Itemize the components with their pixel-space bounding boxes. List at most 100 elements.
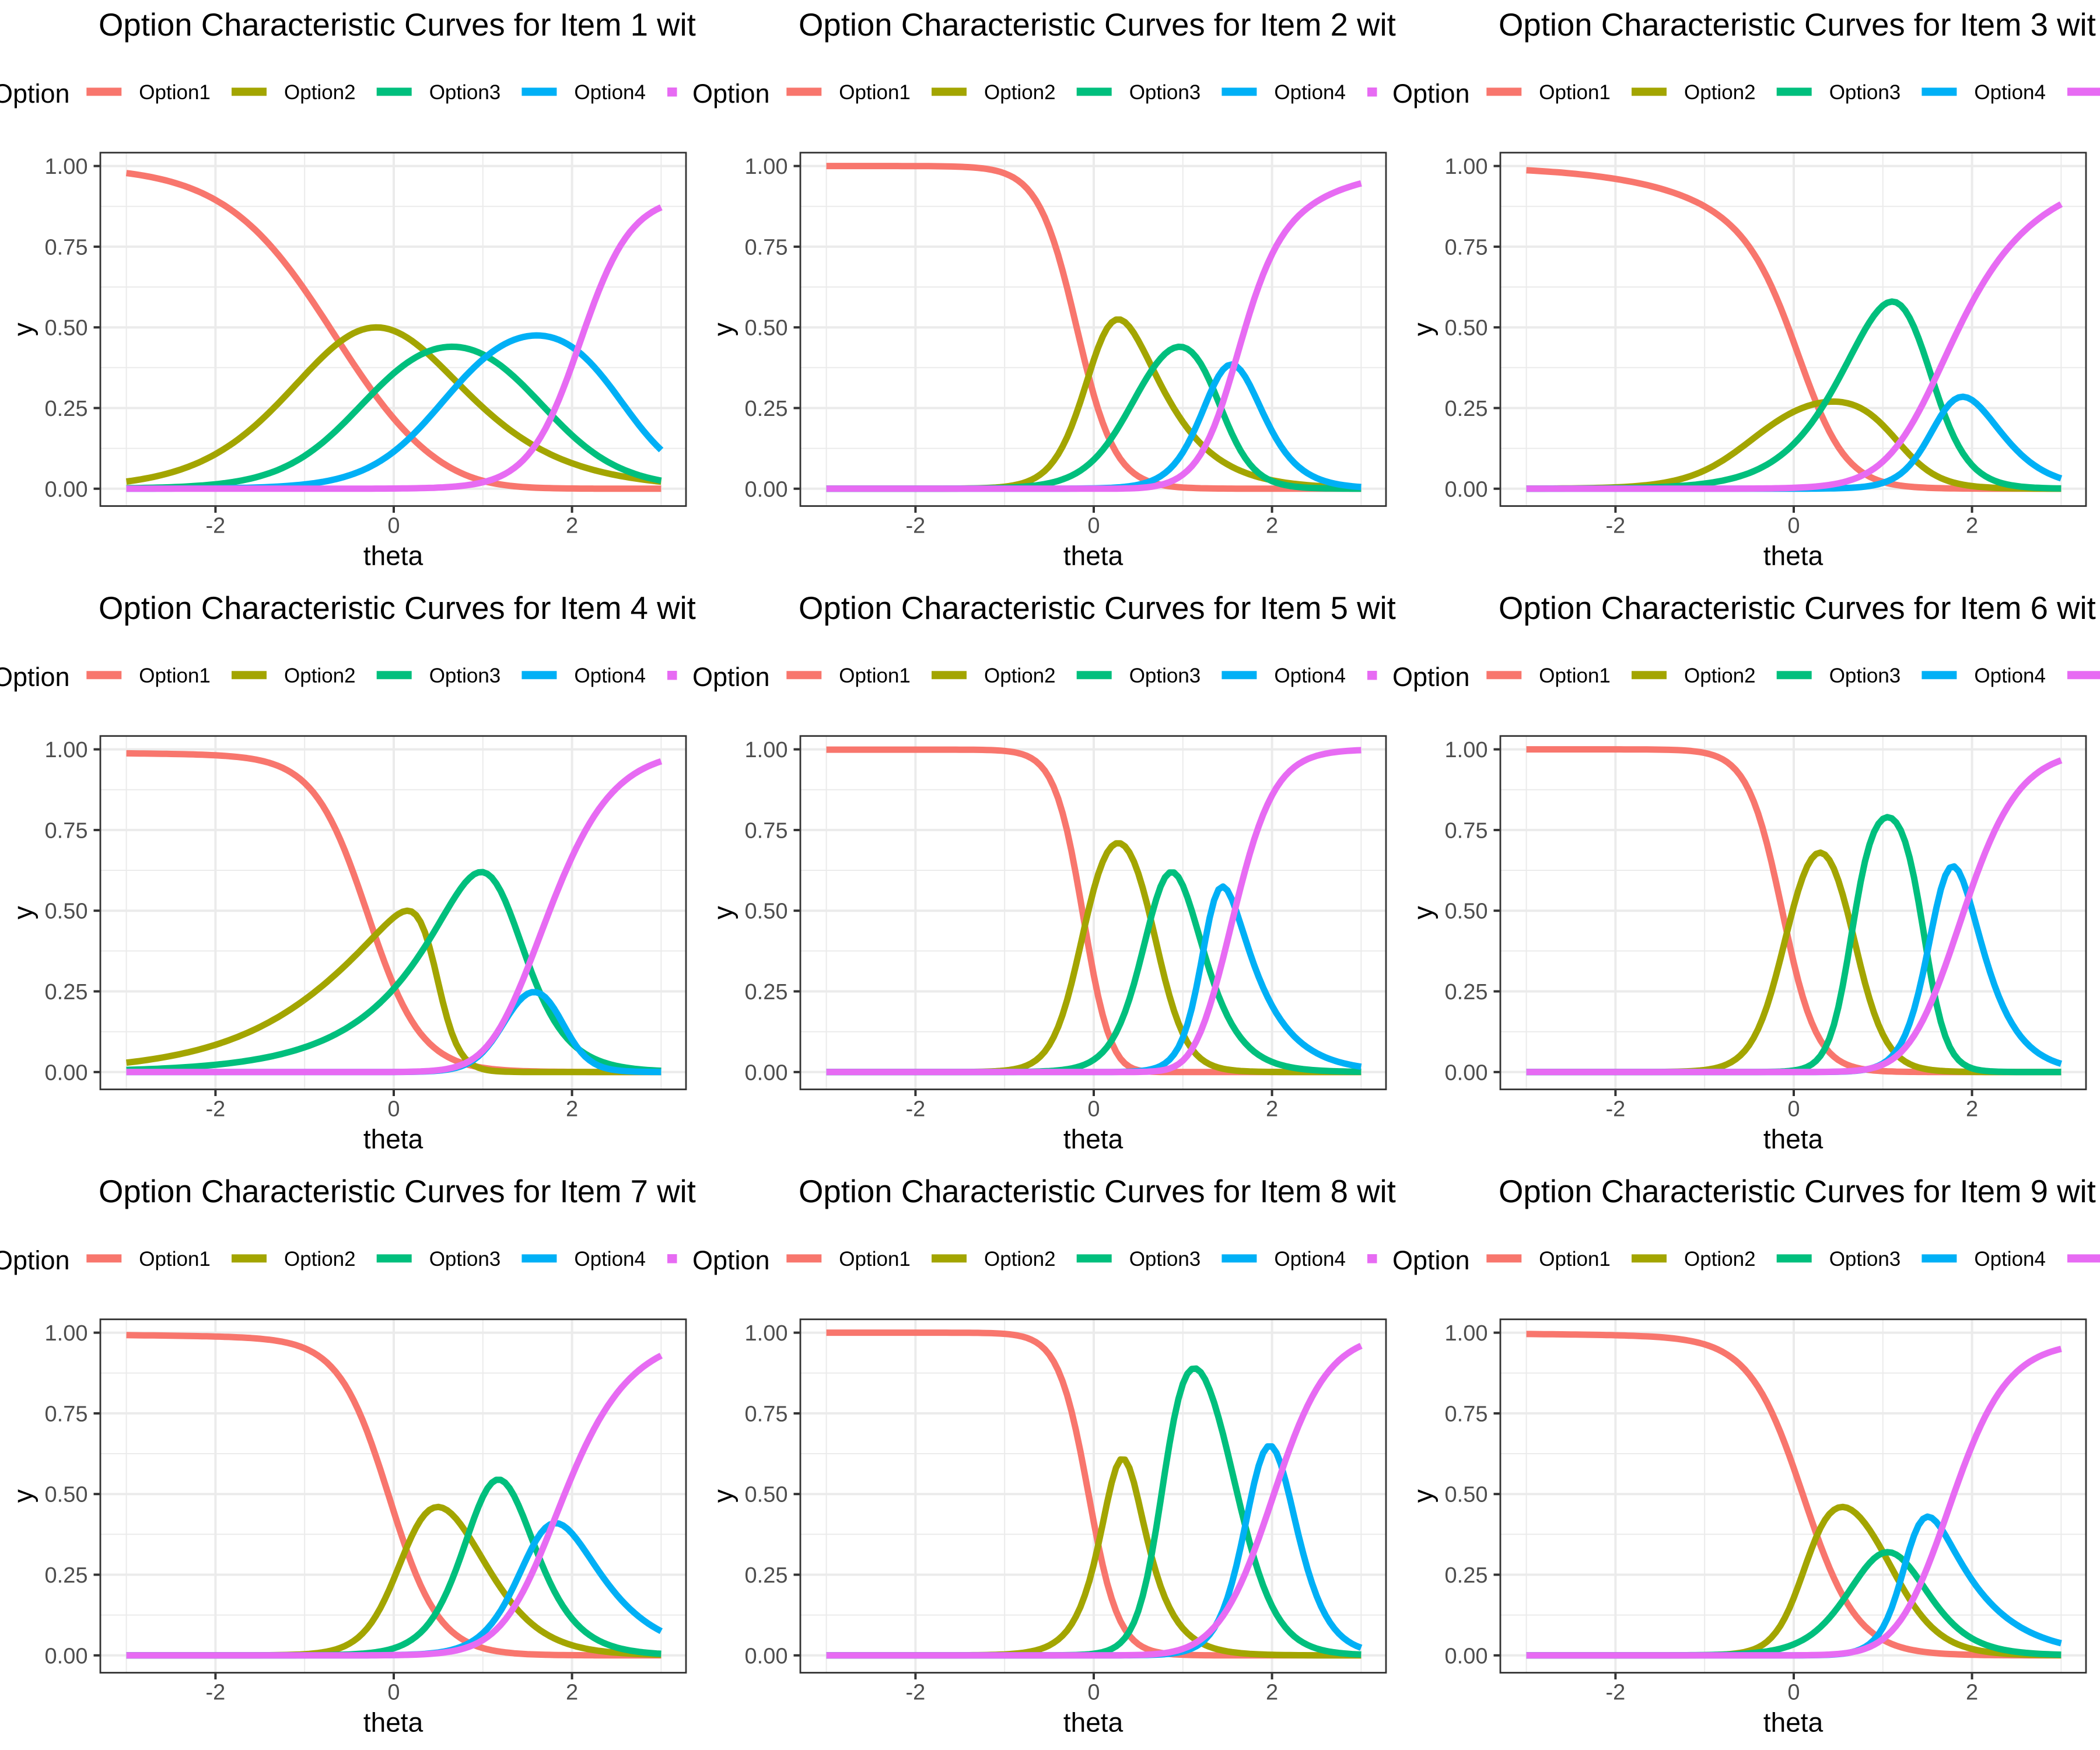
svg-text:0: 0 [387,1097,400,1122]
svg-text:theta: theta [363,1707,424,1738]
svg-text:0.75: 0.75 [1445,235,1488,260]
svg-text:1.00: 1.00 [45,1321,88,1346]
svg-text:Option Characteristic Curves f: Option Characteristic Curves for Item 9 … [1499,1174,2096,1209]
svg-text:0: 0 [1087,1681,1100,1705]
svg-text:0.50: 0.50 [1445,900,1488,924]
svg-text:theta: theta [1063,1124,1124,1154]
svg-text:0.25: 0.25 [45,1563,88,1588]
svg-text:0: 0 [1787,1097,1800,1122]
svg-text:Option: Option [1392,662,1470,692]
svg-text:-2: -2 [1606,514,1626,538]
svg-text:2: 2 [1966,1097,1978,1122]
svg-text:0.50: 0.50 [45,900,88,924]
svg-text:y: y [8,323,38,336]
svg-text:0.25: 0.25 [45,397,88,421]
svg-text:Option2: Option2 [284,81,356,104]
svg-text:0: 0 [1787,1681,1800,1705]
svg-text:theta: theta [1763,541,1824,571]
svg-text:Option2: Option2 [984,81,1056,104]
svg-text:0.00: 0.00 [1445,1060,1488,1085]
svg-text:0.00: 0.00 [45,1060,88,1085]
svg-text:theta: theta [1763,1707,1824,1738]
svg-text:Option1: Option1 [139,664,211,687]
svg-text:Option Characteristic Curves f: Option Characteristic Curves for Item 1 … [99,7,696,43]
svg-text:0: 0 [387,1681,400,1705]
svg-text:theta: theta [363,541,424,571]
svg-text:0.25: 0.25 [745,397,788,421]
svg-text:0.50: 0.50 [45,316,88,341]
svg-text:2: 2 [566,514,578,538]
svg-text:0.75: 0.75 [45,818,88,843]
svg-text:Option2: Option2 [1684,1248,1756,1270]
svg-text:0.00: 0.00 [745,1644,788,1668]
svg-text:Option Characteristic Curves f: Option Characteristic Curves for Item 2 … [799,7,1396,43]
svg-text:Option3: Option3 [1129,1248,1201,1270]
svg-text:Option1: Option1 [839,81,911,104]
svg-text:y: y [708,1489,738,1503]
svg-text:0.25: 0.25 [45,980,88,1005]
svg-text:Option: Option [0,1245,70,1275]
svg-text:Option: Option [1392,1245,1470,1275]
svg-text:Option4: Option4 [574,664,646,687]
svg-text:0.50: 0.50 [1445,316,1488,341]
svg-text:Option1: Option1 [139,81,211,104]
svg-text:Option: Option [692,1245,770,1275]
svg-text:Option1: Option1 [839,1248,911,1270]
svg-text:Option4: Option4 [1274,81,1346,104]
svg-text:Option1: Option1 [1539,664,1611,687]
svg-text:2: 2 [1266,1097,1278,1122]
svg-text:Option3: Option3 [1829,664,1901,687]
svg-text:Option4: Option4 [1974,1248,2046,1270]
svg-text:0.75: 0.75 [1445,818,1488,843]
svg-text:Option2: Option2 [284,664,356,687]
svg-text:-2: -2 [206,1097,226,1122]
svg-text:0.50: 0.50 [45,1483,88,1507]
svg-text:0.50: 0.50 [745,1483,788,1507]
svg-text:Option3: Option3 [1129,664,1201,687]
svg-text:0.75: 0.75 [745,1402,788,1426]
svg-text:y: y [1408,1489,1438,1503]
svg-text:Option2: Option2 [1684,664,1756,687]
svg-text:Option3: Option3 [429,81,501,104]
svg-text:-2: -2 [1606,1097,1626,1122]
svg-text:theta: theta [1763,1124,1824,1154]
svg-text:y: y [8,906,38,919]
svg-text:Option4: Option4 [1974,664,2046,687]
svg-text:1.00: 1.00 [745,155,788,179]
svg-text:-2: -2 [1606,1681,1626,1705]
svg-text:2: 2 [1966,514,1978,538]
svg-text:2: 2 [1966,1681,1978,1705]
svg-text:-2: -2 [906,514,926,538]
svg-text:2: 2 [1266,514,1278,538]
svg-text:1.00: 1.00 [745,1321,788,1346]
svg-text:2: 2 [1266,1681,1278,1705]
svg-text:-2: -2 [206,1681,226,1705]
svg-text:2: 2 [566,1681,578,1705]
svg-text:Option2: Option2 [1684,81,1756,104]
svg-text:Option Characteristic Curves f: Option Characteristic Curves for Item 7 … [99,1174,696,1209]
svg-text:y: y [708,323,738,336]
svg-text:1.00: 1.00 [745,738,788,762]
svg-text:0.00: 0.00 [745,477,788,502]
svg-text:0.00: 0.00 [745,1060,788,1085]
svg-text:0.50: 0.50 [745,316,788,341]
svg-text:0.75: 0.75 [45,1402,88,1426]
svg-text:Option3: Option3 [1129,81,1201,104]
svg-text:0.00: 0.00 [1445,477,1488,502]
svg-text:Option1: Option1 [839,664,911,687]
svg-text:-2: -2 [906,1097,926,1122]
svg-text:Option Characteristic Curves f: Option Characteristic Curves for Item 4 … [99,590,696,626]
svg-text:Option Characteristic Curves f: Option Characteristic Curves for Item 3 … [1499,7,2096,43]
svg-text:y: y [8,1489,38,1503]
svg-text:y: y [708,906,738,919]
svg-text:Option: Option [0,79,70,108]
svg-text:0.25: 0.25 [1445,1563,1488,1588]
svg-text:Option4: Option4 [1974,81,2046,104]
svg-text:Option1: Option1 [1539,81,1611,104]
svg-text:Option4: Option4 [1274,664,1346,687]
svg-text:y: y [1408,906,1438,919]
svg-text:0.00: 0.00 [1445,1644,1488,1668]
svg-text:Option2: Option2 [984,664,1056,687]
svg-text:0.75: 0.75 [45,235,88,260]
svg-text:0.00: 0.00 [45,1644,88,1668]
